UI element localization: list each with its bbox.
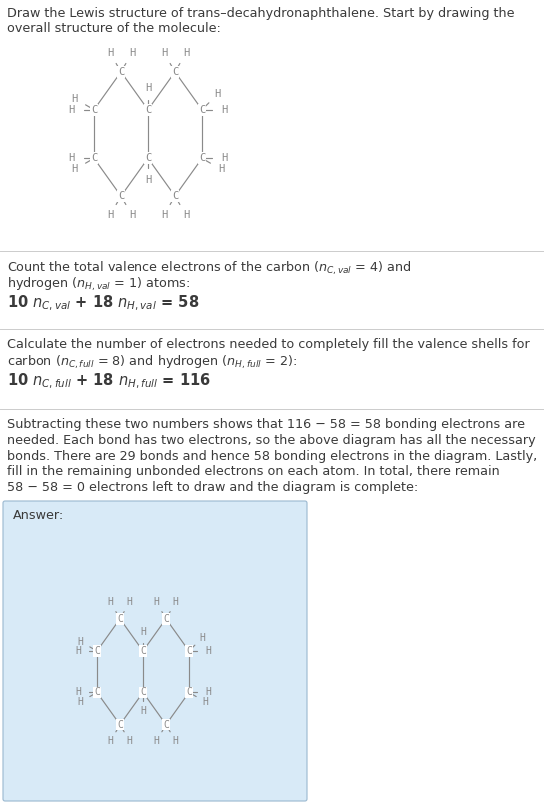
Text: H: H <box>145 82 151 93</box>
Text: H: H <box>153 597 159 608</box>
Text: C: C <box>118 67 124 77</box>
Text: H: H <box>140 706 146 717</box>
Text: 10 $n_{C,val}$ + 18 $n_{H,val}$ = 58: 10 $n_{C,val}$ + 18 $n_{H,val}$ = 58 <box>7 294 199 314</box>
Text: C: C <box>117 720 123 729</box>
Text: C: C <box>163 614 169 624</box>
Text: Subtracting these two numbers shows that 116 − 58 = 58 bonding electrons are: Subtracting these two numbers shows that… <box>7 418 525 431</box>
Text: H: H <box>218 164 224 174</box>
Text: C: C <box>145 105 151 114</box>
Text: H: H <box>69 153 75 164</box>
Text: H: H <box>127 736 132 746</box>
Text: H: H <box>69 105 75 114</box>
Text: Draw the Lewis structure of trans–decahydronaphthalene. Start by drawing the: Draw the Lewis structure of trans–decahy… <box>7 7 515 20</box>
Text: H: H <box>205 688 211 697</box>
Text: H: H <box>205 646 211 656</box>
Text: H: H <box>153 736 159 746</box>
Text: H: H <box>78 697 84 707</box>
Text: H: H <box>129 210 135 220</box>
Text: H: H <box>221 153 227 164</box>
Text: overall structure of the molecule:: overall structure of the molecule: <box>7 22 221 35</box>
Text: C: C <box>172 67 178 77</box>
Text: H: H <box>221 105 227 114</box>
Text: H: H <box>214 89 221 99</box>
Text: H: H <box>108 736 114 746</box>
Text: fill in the remaining unbonded electrons on each atom. In total, there remain: fill in the remaining unbonded electrons… <box>7 465 500 479</box>
Text: C: C <box>145 153 151 164</box>
Text: 10 $n_{C,full}$ + 18 $n_{H,full}$ = 116: 10 $n_{C,full}$ + 18 $n_{H,full}$ = 116 <box>7 372 211 391</box>
Text: H: H <box>183 48 189 58</box>
Text: Count the total valence electrons of the carbon ($n_{C,val}$ = 4) and: Count the total valence electrons of the… <box>7 260 412 277</box>
Text: H: H <box>107 48 113 58</box>
Text: H: H <box>145 176 151 185</box>
Text: hydrogen ($n_{H,val}$ = 1) atoms:: hydrogen ($n_{H,val}$ = 1) atoms: <box>7 276 190 293</box>
Text: bonds. There are 29 bonds and hence 58 bonding electrons in the diagram. Lastly,: bonds. There are 29 bonds and hence 58 b… <box>7 450 537 463</box>
Text: H: H <box>72 93 78 104</box>
Text: C: C <box>172 191 178 202</box>
Text: C: C <box>199 153 205 164</box>
Text: needed. Each bond has two electrons, so the above diagram has all the necessary: needed. Each bond has two electrons, so … <box>7 434 536 447</box>
Text: H: H <box>172 736 178 746</box>
Text: H: H <box>161 210 167 220</box>
Text: H: H <box>107 210 113 220</box>
Text: C: C <box>186 646 192 656</box>
Text: H: H <box>129 48 135 58</box>
Text: C: C <box>117 614 123 624</box>
Text: C: C <box>91 153 97 164</box>
Text: C: C <box>186 688 192 697</box>
Text: C: C <box>91 105 97 114</box>
Text: C: C <box>118 191 124 202</box>
Text: carbon ($n_{C,full}$ = 8) and hydrogen ($n_{H,full}$ = 2):: carbon ($n_{C,full}$ = 8) and hydrogen (… <box>7 354 297 372</box>
Text: H: H <box>140 627 146 638</box>
Text: H: H <box>72 164 78 174</box>
Text: C: C <box>140 688 146 697</box>
Text: H: H <box>75 646 81 656</box>
FancyBboxPatch shape <box>3 501 307 801</box>
Text: H: H <box>200 633 205 642</box>
Text: H: H <box>172 597 178 608</box>
Text: 58 − 58 = 0 electrons left to draw and the diagram is complete:: 58 − 58 = 0 electrons left to draw and t… <box>7 481 418 494</box>
Text: Calculate the number of electrons needed to completely fill the valence shells f: Calculate the number of electrons needed… <box>7 338 530 351</box>
Text: H: H <box>75 688 81 697</box>
Text: H: H <box>161 48 167 58</box>
Text: C: C <box>94 646 100 656</box>
Text: H: H <box>78 637 84 646</box>
Text: H: H <box>202 697 208 707</box>
Text: C: C <box>163 720 169 729</box>
Text: Answer:: Answer: <box>13 509 64 522</box>
Text: C: C <box>140 646 146 656</box>
Text: H: H <box>108 597 114 608</box>
Text: H: H <box>183 210 189 220</box>
Text: H: H <box>127 597 132 608</box>
Text: C: C <box>94 688 100 697</box>
Text: C: C <box>199 105 205 114</box>
